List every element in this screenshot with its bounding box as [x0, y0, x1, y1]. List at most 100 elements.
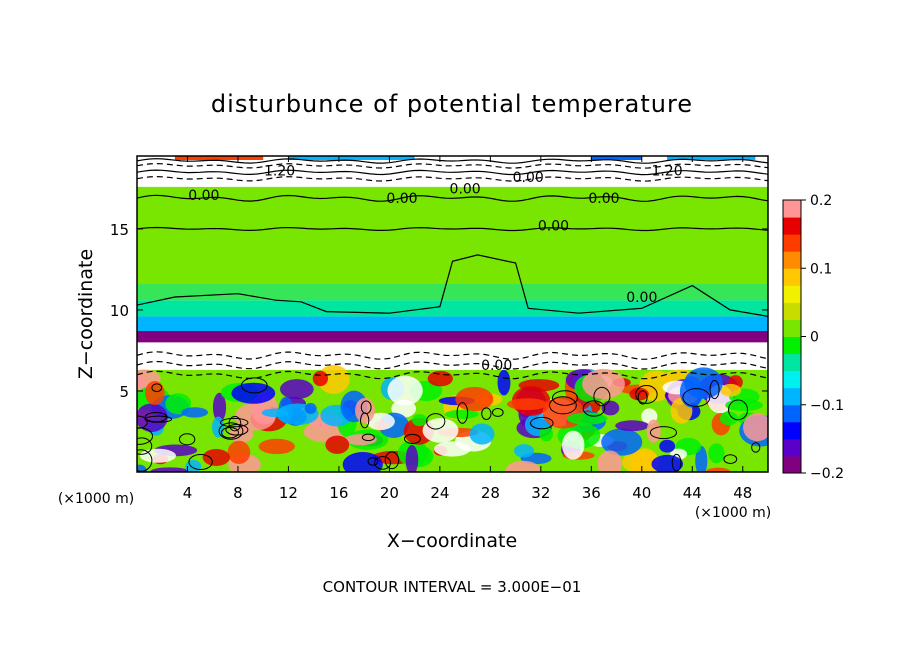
turbulence-blob: [743, 413, 768, 442]
contour-loop: [228, 415, 242, 432]
turbulence-blob: [582, 368, 625, 400]
turbulence-blob: [444, 409, 479, 419]
contour-loop: [178, 433, 196, 446]
x-axis-label: X−coordinate: [387, 530, 517, 552]
turbulence-blob: [137, 403, 168, 432]
turbulence-blob: [411, 414, 428, 427]
turbulence-blob: [539, 426, 554, 442]
turbulence-blob: [342, 452, 383, 472]
contour-loop: [671, 453, 682, 472]
contour-loop: [635, 385, 658, 404]
y-tick-label: 10: [110, 302, 129, 320]
contour-label-7: 0.00: [538, 219, 569, 235]
x-tick-label: 44: [683, 484, 702, 502]
turbulence-blob: [355, 397, 375, 424]
band-2: [137, 331, 768, 343]
turbulent-layer: [137, 364, 768, 472]
contour-loop: [549, 396, 577, 415]
contour-loop: [649, 426, 678, 440]
contour-label-6: 0.00: [588, 191, 619, 207]
contour-dashed-1: [137, 360, 768, 370]
contour-loop: [582, 400, 606, 417]
contour-dashed-2: [137, 351, 768, 360]
turbulence-blob: [258, 438, 295, 455]
x-tick-label: 20: [380, 484, 399, 502]
turbulence-blob: [312, 370, 329, 387]
turbulence-blob: [720, 383, 742, 397]
contour-loop: [137, 415, 148, 429]
contour-loop: [751, 442, 761, 453]
turbulence-blob: [725, 399, 763, 412]
contour-label-0: 1.20: [264, 163, 295, 179]
contour-loop: [709, 380, 720, 400]
contour-loop: [137, 437, 153, 455]
x-tick-label: 32: [531, 484, 550, 502]
plot-area: 1.20 1.20 0.00 0.00 0.00 0.00 0.00 0.00 0.00 0.00: [137, 156, 768, 472]
turbulence-blob: [719, 411, 739, 426]
colorbar-swatch: [783, 455, 801, 474]
contour-loop: [552, 390, 579, 406]
turbulence-blob: [597, 450, 623, 472]
turbulence-blob: [212, 392, 227, 422]
x-tick-label: 28: [481, 484, 500, 502]
turbulence-blob: [679, 376, 704, 408]
turbulence-blob: [646, 419, 661, 443]
contour-loop: [728, 399, 749, 421]
colorbar-swatch: [783, 319, 801, 337]
contour-loop: [530, 416, 554, 430]
contour-label-4: 0.00: [386, 191, 417, 207]
colorbar-tick-label: −0.2: [810, 466, 844, 482]
turbulence-blob: [497, 369, 511, 396]
contour-label-9: 0.00: [481, 358, 512, 374]
turbulence-blob: [455, 386, 494, 412]
x-tick-label: 36: [582, 484, 601, 502]
contour-top-1: [137, 169, 768, 176]
turbulence-blob: [227, 440, 251, 464]
colorbar-ticks: 0.2 0.1 0 −0.1 −0.2: [801, 193, 844, 482]
contour-top-0: [137, 175, 768, 182]
contour-loop: [151, 383, 163, 393]
contour-loop: [426, 413, 446, 430]
colorbar-swatch: [783, 251, 801, 269]
colorbar-swatch: [783, 285, 801, 303]
turbulence-blob: [317, 364, 350, 394]
contour-loop: [491, 408, 504, 417]
turbulence-blob: [708, 443, 725, 464]
turbulence-blob: [630, 448, 659, 472]
band-4: [137, 300, 768, 317]
turbulence-blob: [601, 428, 643, 456]
contour-zero-top: [137, 194, 768, 202]
turbulence-blob: [181, 407, 209, 418]
turbulence-blob: [202, 448, 230, 466]
colorbar-swatch: [783, 234, 801, 252]
colorbar-swatch: [783, 370, 801, 389]
contour-loop: [137, 427, 154, 445]
turbulence-blob: [504, 460, 542, 472]
colorbar-swatch: [783, 404, 801, 423]
x-tick-label: 40: [632, 484, 651, 502]
contour-label-5: 0.00: [450, 181, 481, 197]
contour-loop: [188, 454, 213, 471]
colorbar-swatch: [783, 268, 801, 286]
contour-label-8: 0.00: [626, 290, 657, 306]
turbulence-blob: [659, 439, 676, 453]
contour-zero-middle: [137, 254, 768, 317]
colorbar-swatch: [783, 421, 801, 440]
contour-loop: [360, 412, 370, 429]
turbulence-blob: [137, 464, 148, 472]
contour-loop: [456, 402, 469, 424]
top-strip-2: [591, 156, 642, 160]
x-axis-ticks: 4 8 12 16 20 24 28 32 36 40 44 48: [183, 156, 752, 502]
contour-zero-upper: [137, 226, 768, 232]
colorbar-swatch: [783, 353, 801, 372]
contour-label-3: 0.00: [188, 188, 219, 204]
colorbar-swatch: [783, 217, 801, 235]
top-strip-3: [667, 156, 756, 160]
x-tick-label: 48: [733, 484, 752, 502]
colorbar-swatch: [783, 200, 801, 218]
y-tick-label: 15: [110, 221, 129, 239]
turbulence-blob: [387, 375, 423, 406]
turbulence-blob: [615, 420, 650, 432]
band-5: [137, 186, 768, 301]
turbulence-blob: [601, 400, 620, 416]
